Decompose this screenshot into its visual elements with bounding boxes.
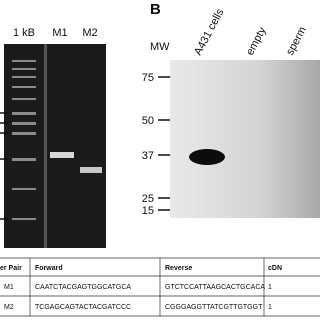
table-cell: GTCTCCATTAAGCACTGCACA [165,284,265,291]
gel-divider [44,44,47,248]
size-ticks [0,112,8,220]
table-header: Forward [35,265,63,272]
table-header: cDN [268,265,282,272]
table-cell: M1 [4,284,14,291]
mw-label: MW [150,41,170,53]
table-header: er Pair [0,265,22,272]
panel-label: B [150,1,161,18]
sample-label: sperm [284,25,309,58]
mw-marker: 37 [142,150,154,162]
table-cell: 1 [268,304,272,311]
gel [4,44,106,248]
mw-marker: 50 [142,115,154,127]
blot-band [189,149,225,165]
lane-label: 1 kB [13,27,35,39]
table-cell: 1 [268,284,272,291]
lane-label: M2 [82,27,97,39]
blot [170,60,320,218]
sample-label: A431 cells [192,7,227,58]
table-cell: M2 [4,304,14,311]
table-header: Reverse [165,265,192,272]
sample-label: empty [244,25,269,58]
ladder [12,60,36,220]
lane-label: M1 [52,27,67,39]
band-m2 [80,167,102,173]
mw-marker: 75 [142,72,154,84]
table-cell: CGGGAGGTTATCGTTGTGGT [165,304,263,311]
table-cell: TCGAGCAGTACTACGATCCC [35,304,131,311]
table-lines [0,257,320,317]
mw-marker: 25 [142,193,154,205]
mw-marker: 15 [142,205,154,217]
marker-ticks [158,76,170,211]
table-cell: CAATCTACGAGTGGCATGCA [35,284,131,291]
band-m1 [50,152,74,158]
